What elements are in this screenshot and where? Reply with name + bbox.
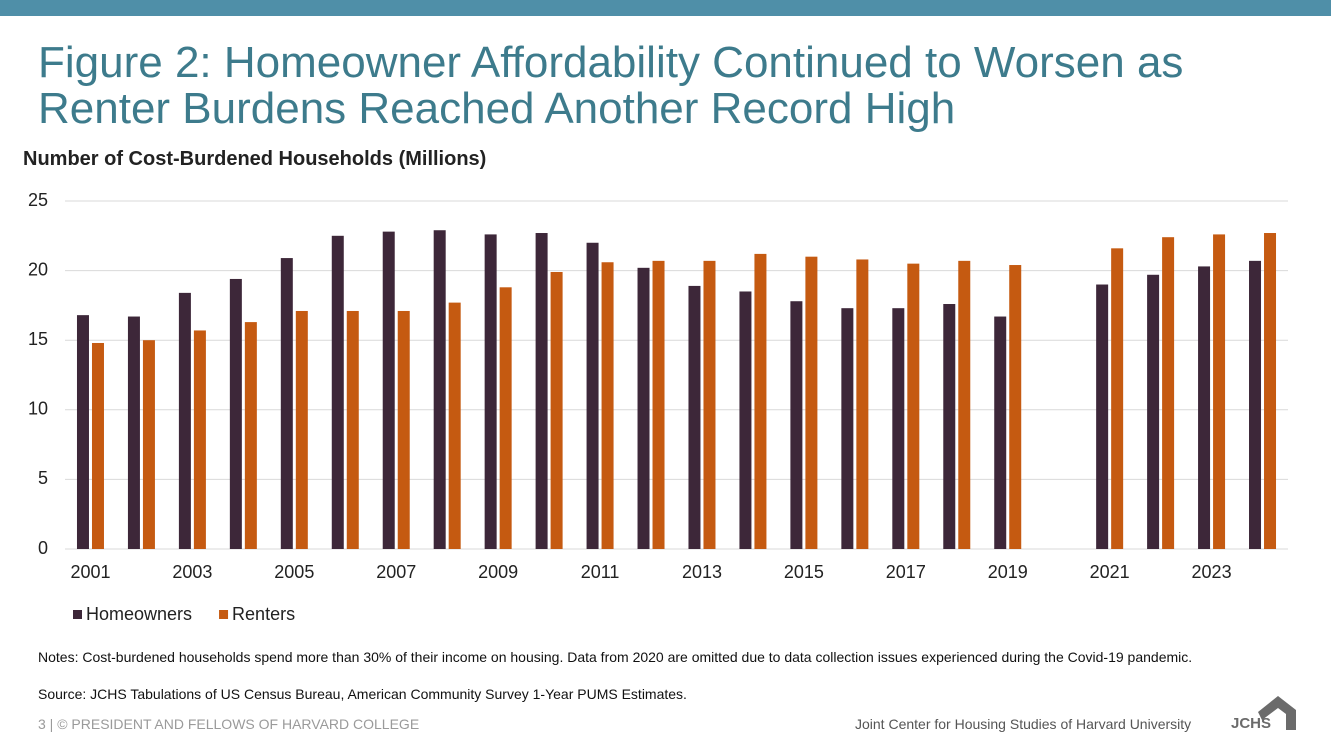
- y-tick-label: 25: [28, 190, 48, 210]
- top-bar: [0, 0, 1331, 16]
- y-tick-label: 15: [28, 329, 48, 349]
- y-tick-label: 20: [28, 259, 48, 279]
- bar: [586, 242, 599, 549]
- bar: [433, 230, 446, 549]
- bar: [229, 278, 242, 549]
- bar: [703, 260, 716, 549]
- bar: [91, 342, 104, 549]
- logo-house: [1258, 696, 1296, 730]
- y-tick-label: 5: [38, 468, 48, 488]
- bar: [1111, 248, 1124, 549]
- bar: [994, 316, 1007, 549]
- bar: [841, 308, 854, 549]
- bar: [382, 231, 395, 549]
- footer-right: Joint Center for Housing Studies of Harv…: [855, 716, 1192, 732]
- bar: [178, 292, 191, 549]
- bar: [943, 304, 956, 549]
- x-tick-label: 2007: [376, 562, 416, 582]
- bar: [76, 315, 89, 549]
- x-tick-label: 2021: [1090, 562, 1130, 582]
- x-tick-label: 2019: [988, 562, 1028, 582]
- bar: [637, 267, 650, 549]
- bar: [1249, 260, 1262, 549]
- bar: [295, 310, 308, 549]
- bar: [499, 287, 512, 549]
- bar: [805, 256, 818, 549]
- bar: [193, 330, 206, 549]
- x-tick-label: 2017: [886, 562, 926, 582]
- bar: [1147, 274, 1160, 549]
- bar: [1096, 284, 1109, 549]
- x-tick-label: 2013: [682, 562, 722, 582]
- bar: [739, 291, 752, 549]
- notes: Notes: Cost-burdened households spend mo…: [38, 649, 1193, 665]
- bar: [790, 301, 803, 549]
- bar: [397, 310, 410, 549]
- bar: [331, 235, 344, 550]
- y-tick-label: 10: [28, 399, 48, 419]
- x-tick-label: 2009: [478, 562, 518, 582]
- bar: [907, 263, 920, 549]
- x-tick-label: 2011: [581, 562, 620, 582]
- legend-label: Renters: [232, 604, 295, 624]
- bar: [1198, 266, 1211, 549]
- bar: [958, 260, 971, 549]
- chart-title: Figure 2: Homeowner Affordability Contin…: [38, 38, 1184, 133]
- x-tick-label: 2001: [70, 562, 110, 582]
- bar: [484, 234, 497, 549]
- x-tick-label: 2005: [274, 562, 314, 582]
- bar: [1213, 234, 1226, 549]
- x-tick-label: 2015: [784, 562, 824, 582]
- axis-title: Number of Cost-Burdened Households (Mill…: [23, 148, 487, 170]
- bar: [535, 233, 548, 550]
- bar: [448, 302, 461, 549]
- bar: [280, 258, 293, 549]
- bar: [892, 308, 905, 549]
- legend-marker: [73, 610, 82, 619]
- logo-text: JCHS: [1231, 715, 1271, 732]
- bar: [652, 260, 665, 549]
- legend-label: Homeowners: [86, 604, 192, 624]
- legend-marker: [219, 610, 229, 619]
- bar: [1162, 237, 1175, 549]
- bar: [244, 322, 257, 549]
- bar: [550, 271, 563, 549]
- bar: [856, 259, 869, 549]
- bar: [346, 310, 359, 549]
- bar: [142, 340, 155, 549]
- y-tick-label: 0: [38, 538, 48, 558]
- bar: [601, 262, 614, 549]
- bar: [688, 285, 701, 549]
- x-tick-label: 2003: [172, 562, 212, 582]
- footer-left: 3 | © PRESIDENT AND FELLOWS OF HARVARD C…: [38, 716, 420, 732]
- source: Source: JCHS Tabulations of US Census Bu…: [38, 686, 687, 702]
- logo: JCHS: [1231, 696, 1296, 732]
- bar: [1264, 233, 1277, 550]
- bar: [754, 253, 767, 549]
- x-tick-label: 2023: [1192, 562, 1232, 582]
- bar: [127, 316, 140, 549]
- bar: [1009, 265, 1022, 549]
